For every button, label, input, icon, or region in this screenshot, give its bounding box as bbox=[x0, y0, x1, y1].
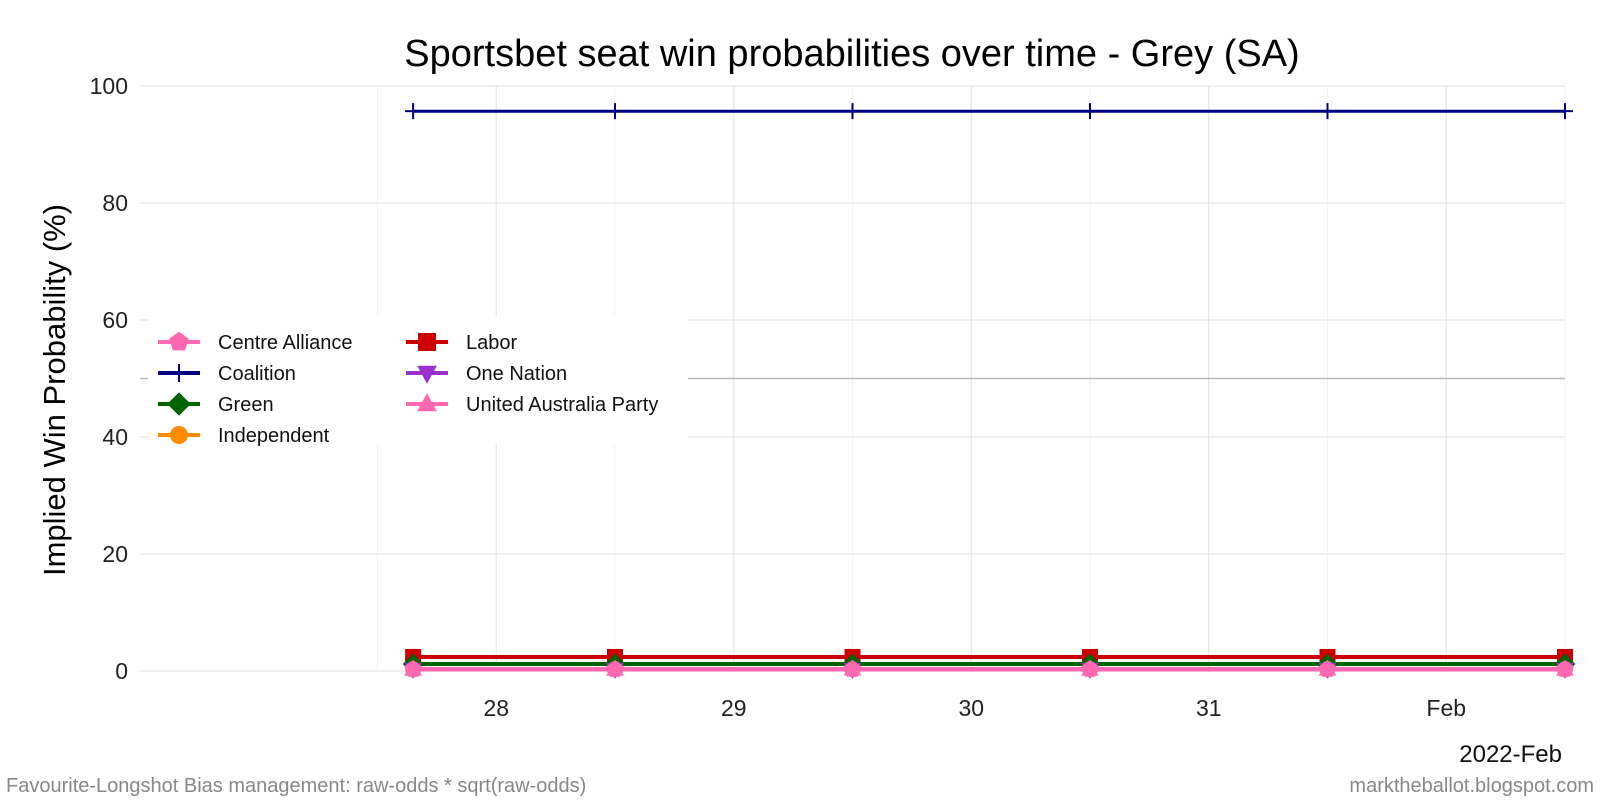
point-coalition-1 bbox=[607, 103, 623, 120]
legend-item-coalition: Coalition bbox=[158, 363, 296, 385]
series-united-australia-party bbox=[404, 659, 1574, 676]
y-tick-label-0: 0 bbox=[115, 658, 128, 684]
series-layer bbox=[402, 103, 1576, 679]
y-tick-labels: 0 20 40 60 80 100 bbox=[90, 73, 128, 684]
y-tick-label-80: 80 bbox=[102, 190, 128, 216]
legend-label-green: Green bbox=[218, 394, 274, 416]
x-axis-sublabel: 2022-Feb bbox=[1459, 741, 1562, 768]
legend-swatch-marker-labor bbox=[418, 333, 436, 351]
point-coalition-4 bbox=[1319, 103, 1336, 120]
y-tick-label-100: 100 bbox=[90, 73, 128, 99]
point-united-australia-party-5 bbox=[1556, 659, 1574, 676]
point-coalition-3 bbox=[1082, 103, 1098, 120]
y-tick-label-60: 60 bbox=[102, 307, 128, 333]
point-united-australia-party-3 bbox=[1081, 659, 1099, 676]
y-tick-label-20: 20 bbox=[102, 541, 128, 567]
legend-swatch-marker-coalition bbox=[170, 364, 188, 382]
legend-item-centre-alliance: Centre Alliance bbox=[158, 331, 353, 354]
footer-left-note: Favourite-Longshot Bias management: raw-… bbox=[6, 775, 586, 797]
legend-swatch-marker-centre-alliance bbox=[169, 331, 189, 351]
point-united-australia-party-1 bbox=[606, 659, 624, 676]
x-tick-label-28: 28 bbox=[483, 695, 509, 721]
legend: Centre Alliance Coalition Green Independent… bbox=[158, 331, 658, 447]
legend-item-green: Green bbox=[158, 392, 274, 416]
footer-right-credit: marktheballot.blogspot.com bbox=[1349, 775, 1594, 797]
legend-label-centre-alliance: Centre Alliance bbox=[218, 332, 353, 354]
legend-label-united-australia-party: United Australia Party bbox=[466, 394, 658, 416]
x-tick-label-29: 29 bbox=[721, 695, 747, 721]
point-coalition-5 bbox=[1557, 103, 1573, 120]
legend-swatch-marker-independent bbox=[170, 426, 188, 444]
y-axis-label: Implied Win Probability (%) bbox=[37, 204, 72, 576]
legend-item-one-nation: One Nation bbox=[406, 363, 567, 385]
chart-title: Sportsbet seat win probabilities over ti… bbox=[404, 33, 1299, 75]
point-coalition-0 bbox=[405, 103, 422, 120]
x-tick-label-feb: Feb bbox=[1426, 695, 1466, 721]
legend-label-independent: Independent bbox=[218, 425, 330, 447]
legend-swatch-marker-united-australia-party bbox=[417, 393, 437, 412]
point-united-australia-party-0 bbox=[404, 659, 422, 676]
legend-item-independent: Independent bbox=[158, 425, 330, 447]
x-tick-labels: 28 29 30 31 Feb bbox=[483, 695, 1466, 721]
y-tick-label-40: 40 bbox=[102, 424, 128, 450]
legend-label-coalition: Coalition bbox=[218, 363, 296, 385]
point-united-australia-party-2 bbox=[843, 659, 862, 676]
legend-item-united-australia-party: United Australia Party bbox=[406, 393, 658, 416]
series-coalition bbox=[405, 103, 1573, 120]
legend-swatch-marker-one-nation bbox=[417, 365, 437, 384]
legend-swatch-marker-green bbox=[167, 392, 191, 416]
legend-label-one-nation: One Nation bbox=[466, 363, 567, 385]
legend-label-labor: Labor bbox=[466, 332, 517, 354]
x-tick-label-30: 30 bbox=[958, 695, 984, 721]
point-united-australia-party-4 bbox=[1318, 659, 1337, 676]
legend-item-labor: Labor bbox=[406, 332, 517, 354]
x-tick-label-31: 31 bbox=[1196, 695, 1222, 721]
point-coalition-2 bbox=[844, 103, 861, 120]
